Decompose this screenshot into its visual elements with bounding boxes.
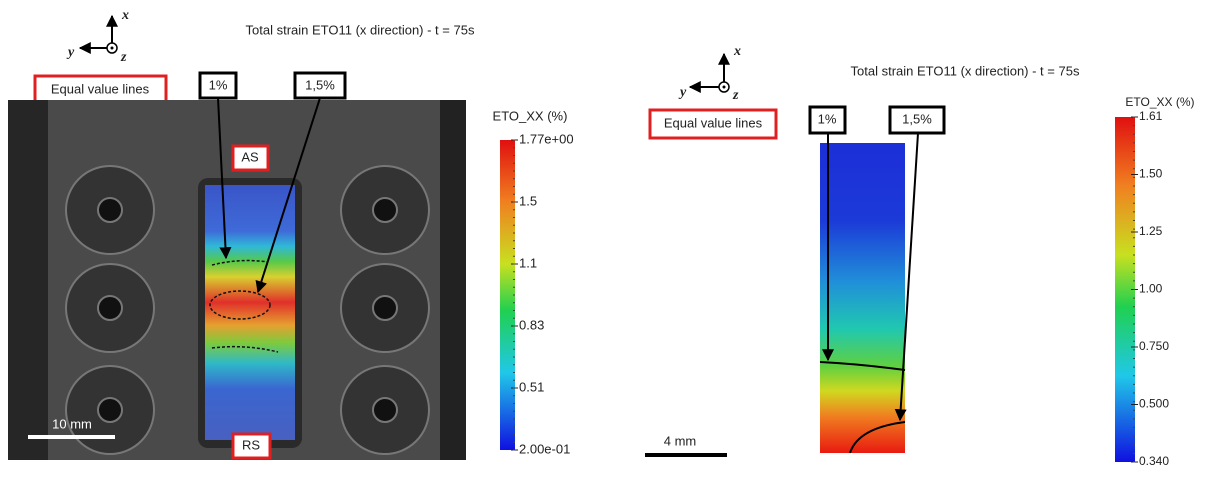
marker-box xyxy=(231,144,270,172)
axis-label-z: z xyxy=(120,50,127,65)
legend-label: Equal value lines xyxy=(664,115,763,130)
colorbar-tick-label: 0.340 xyxy=(1139,454,1169,468)
colorbar-tick-label: 0.83 xyxy=(519,317,544,332)
equal-value-line xyxy=(819,361,906,371)
legend-label: Equal value lines xyxy=(51,81,150,96)
colorbar-tick-label: 0.51 xyxy=(519,379,544,394)
axis-label-y: y xyxy=(678,85,687,100)
colorbar-tick-label: 2.00e-01 xyxy=(519,441,570,456)
colorbar xyxy=(500,140,515,450)
colorbar-ticks: 1.61 1.50 1.25 1.00 0.750 0.500 0.340 xyxy=(1131,109,1169,468)
panel-title: Total strain ETO11 (x direction) - t = 7… xyxy=(851,63,1080,78)
axis-origin-dot xyxy=(722,85,726,89)
marker-label: AS xyxy=(241,149,259,164)
screw-head xyxy=(372,197,398,223)
right-panel: x y z Total strain ETO11 (x direction) -… xyxy=(645,44,1195,468)
colorbar-tick-label: 1.61 xyxy=(1139,109,1163,123)
callout-arrow xyxy=(894,132,919,422)
marker-label: RS xyxy=(242,437,260,452)
screw-head xyxy=(97,197,123,223)
colorbar-title: ETO_XX (%) xyxy=(1125,95,1194,109)
callout-label: 1,5% xyxy=(902,111,932,126)
callout-label: 1,5% xyxy=(305,77,335,92)
screw-head xyxy=(97,295,123,321)
legend-box xyxy=(33,74,168,105)
screw-head xyxy=(372,397,398,423)
specimen-field xyxy=(205,185,295,440)
marker-box xyxy=(231,432,272,460)
colorbar xyxy=(1115,117,1135,462)
colorbar-tick-label: 1.50 xyxy=(1139,167,1163,181)
colorbar-tick-label: 0.750 xyxy=(1139,339,1169,353)
colorbar-ticks: 1.77e+00 1.5 1.1 0.83 0.51 2.00e-01 xyxy=(511,131,574,456)
colorbar-tick-label: 1.00 xyxy=(1139,282,1163,296)
colorbar-tick-label: 1.77e+00 xyxy=(519,131,574,146)
screw-head xyxy=(372,295,398,321)
equal-value-line xyxy=(849,421,906,454)
axis-icon: x y z xyxy=(678,44,741,103)
equal-value-line xyxy=(209,290,271,320)
colorbar-tick-label: 1.25 xyxy=(1139,224,1163,238)
legend-box xyxy=(648,108,778,140)
colorbar-tick-label: 1.1 xyxy=(519,255,537,270)
equal-value-line xyxy=(211,345,279,353)
callout-arrow xyxy=(217,97,232,260)
screw-head xyxy=(97,397,123,423)
simulation-field xyxy=(820,143,905,453)
callout-box xyxy=(293,71,347,100)
callout-box xyxy=(198,71,238,100)
colorbar-tick-label: 0.500 xyxy=(1139,397,1169,411)
panel-title: Total strain ETO11 (x direction) - t = 7… xyxy=(246,22,475,37)
callout-arrow xyxy=(255,97,321,294)
axis-label-x: x xyxy=(733,44,741,59)
scale-bar-label: 10 mm xyxy=(52,416,92,431)
axis-icon: x y z xyxy=(66,8,129,65)
axis-origin-dot xyxy=(110,46,114,50)
callout-label: 1% xyxy=(818,111,837,126)
colorbar-title: ETO_XX (%) xyxy=(493,108,568,123)
axis-label-z: z xyxy=(732,88,739,103)
colorbar-tick-label: 1.5 xyxy=(519,193,537,208)
callout-label: 1% xyxy=(209,77,228,92)
screws xyxy=(65,165,430,455)
scale-bar-label: 4 mm xyxy=(664,433,697,448)
equal-value-line xyxy=(211,259,269,266)
photo-edge xyxy=(8,100,48,460)
left-panel: x y z Total strain ETO11 (x direction) -… xyxy=(8,8,574,460)
photo-edge xyxy=(440,100,466,460)
callout-box xyxy=(808,105,847,135)
axis-label-y: y xyxy=(66,45,75,60)
axis-label-x: x xyxy=(121,8,129,23)
